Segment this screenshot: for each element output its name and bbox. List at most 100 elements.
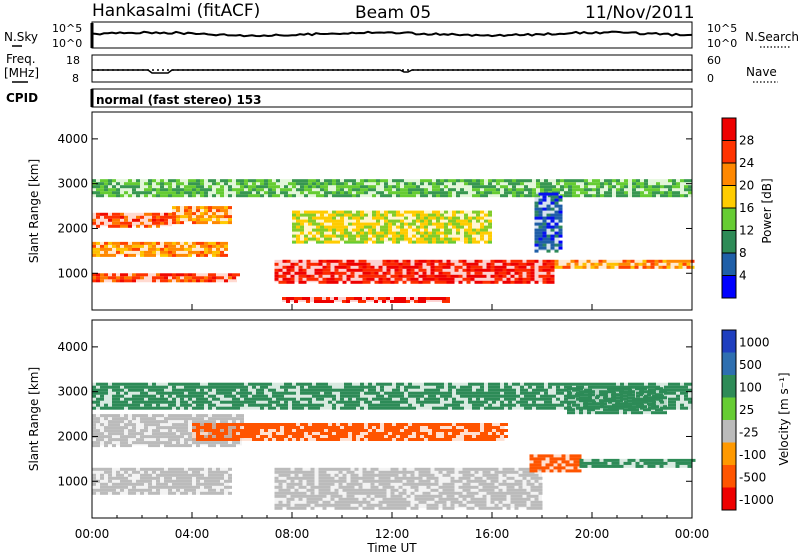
velocity-cell <box>416 423 420 426</box>
power-cell <box>440 191 444 195</box>
velocity-cell <box>200 426 204 429</box>
power-cell <box>484 225 488 229</box>
power-cell <box>542 225 547 229</box>
velocity-cell <box>112 406 116 410</box>
velocity-cell <box>236 426 240 429</box>
velocity-cell <box>484 438 488 441</box>
velocity-cell <box>308 426 312 429</box>
power-cell <box>292 185 296 189</box>
power-cell <box>268 188 272 192</box>
freq-label-line1: Freq. <box>6 52 36 66</box>
power-cell <box>554 231 559 235</box>
velocity-cell <box>532 403 536 407</box>
power-cell <box>454 265 459 269</box>
velocity-cell <box>236 417 240 421</box>
velocity-cell <box>308 382 312 386</box>
velocity-cell <box>492 385 496 389</box>
velocity-cell <box>470 497 475 501</box>
velocity-cell <box>304 429 308 432</box>
power-cell <box>160 218 164 222</box>
power-cell <box>120 185 124 189</box>
power-cell <box>468 216 472 220</box>
power-cell <box>356 234 360 238</box>
velocity-cell <box>524 394 528 398</box>
power-cell <box>156 182 160 186</box>
power-cell <box>286 268 291 272</box>
velocity-cell <box>228 473 232 477</box>
velocity-cell <box>448 382 452 386</box>
velocity-cell <box>144 479 148 483</box>
velocity-cell <box>132 388 136 392</box>
velocity-cell <box>228 432 232 436</box>
power-cell <box>168 215 172 219</box>
power-cell <box>184 206 188 210</box>
velocity-cell <box>438 467 443 471</box>
power-cell <box>328 182 332 186</box>
velocity-cell <box>172 388 176 392</box>
velocity-cell <box>476 435 480 438</box>
velocity-cell <box>660 400 664 404</box>
power-colorbar-tick-label: 16 <box>739 201 754 215</box>
power-cell <box>312 210 316 214</box>
power-cell <box>414 300 418 303</box>
power-cell <box>176 182 180 186</box>
velocity-cell <box>120 435 124 439</box>
power-cell <box>318 300 322 303</box>
power-cell <box>176 221 180 225</box>
power-cell <box>346 277 351 281</box>
power-cell <box>408 191 412 195</box>
power-cell <box>392 240 396 244</box>
power-cell <box>456 231 460 235</box>
velocity-cell <box>164 420 168 424</box>
velocity-cell <box>428 397 432 401</box>
y-tick-label: 3000 <box>57 177 88 191</box>
velocity-cell <box>140 382 144 386</box>
velocity-cell <box>318 491 323 495</box>
power-cell <box>412 240 416 244</box>
velocity-cell <box>651 411 655 415</box>
velocity-cell <box>300 403 304 407</box>
power-cell <box>184 191 188 195</box>
power-cell <box>420 237 424 241</box>
velocity-cell <box>228 400 232 404</box>
power-cell <box>228 215 232 219</box>
velocity-cell <box>156 420 160 424</box>
velocity-cell <box>534 494 539 498</box>
velocity-cell <box>533 460 538 464</box>
velocity-cell <box>100 388 104 392</box>
velocity-cell <box>286 476 291 480</box>
power-cell <box>360 188 364 192</box>
velocity-cell <box>564 382 568 386</box>
velocity-cell <box>272 400 276 404</box>
velocity-cell <box>332 403 336 407</box>
velocity-cell <box>96 400 100 404</box>
power-cell <box>362 259 367 263</box>
velocity-cell <box>392 406 396 410</box>
power-cell <box>156 241 160 245</box>
velocity-cell <box>529 454 534 458</box>
power-cell <box>596 194 600 198</box>
power-cell <box>378 297 382 300</box>
velocity-cell <box>284 435 288 438</box>
velocity-cell <box>524 391 528 395</box>
power-cell <box>394 280 399 284</box>
power-cell <box>424 234 428 238</box>
velocity-cell <box>176 482 180 486</box>
velocity-cell <box>180 476 184 480</box>
power-cell <box>472 182 476 186</box>
velocity-cell <box>482 485 487 489</box>
power-cell <box>444 191 448 195</box>
velocity-cell <box>595 402 599 406</box>
velocity-cell <box>356 426 360 429</box>
velocity-cell <box>260 423 264 426</box>
velocity-cell <box>208 444 212 448</box>
power-cell <box>568 188 572 192</box>
velocity-cell <box>628 391 632 395</box>
velocity-cell <box>364 397 368 401</box>
velocity-cell <box>140 400 144 404</box>
velocity-cell <box>504 397 508 401</box>
power-cell <box>212 221 216 225</box>
power-cell <box>328 240 332 244</box>
power-cell <box>136 215 140 219</box>
velocity-cell <box>326 500 331 504</box>
